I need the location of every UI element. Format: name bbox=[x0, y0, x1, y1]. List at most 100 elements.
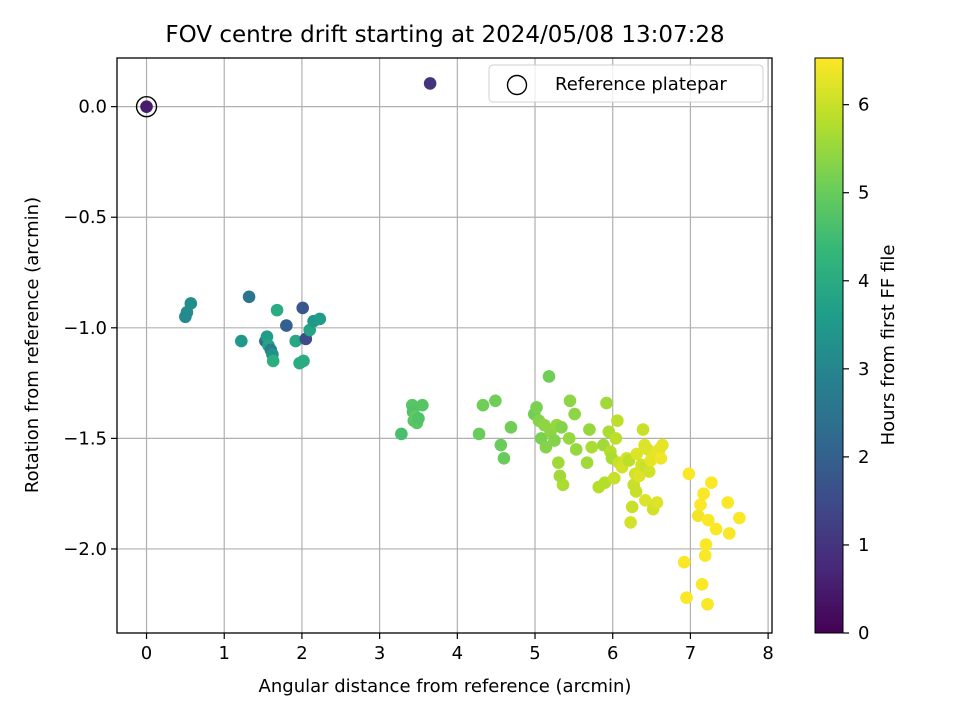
data-point bbox=[242, 290, 256, 304]
data-point bbox=[235, 334, 248, 348]
x-tick-label: 2 bbox=[296, 643, 307, 664]
data-point bbox=[722, 527, 736, 540]
colorbar bbox=[814, 57, 844, 634]
data-point bbox=[677, 555, 691, 569]
data-point bbox=[270, 303, 284, 317]
data-point bbox=[639, 494, 652, 507]
plot-frame bbox=[116, 57, 773, 634]
data-point bbox=[562, 432, 576, 445]
data-point bbox=[569, 443, 583, 456]
data-point bbox=[563, 394, 577, 408]
data-point bbox=[697, 487, 710, 500]
data-point bbox=[313, 312, 327, 326]
data-point bbox=[585, 440, 599, 454]
y-axis-ticks: 0.0 −0.5 −1.0 −1.5 −2.0 bbox=[63, 97, 117, 560]
data-point bbox=[280, 319, 293, 332]
data-point bbox=[709, 522, 723, 536]
data-point bbox=[705, 476, 718, 489]
data-point bbox=[699, 538, 713, 551]
data-points bbox=[140, 77, 746, 611]
colorbar-tick-label: 0 bbox=[858, 623, 869, 644]
data-point bbox=[542, 370, 556, 383]
data-point bbox=[416, 398, 429, 412]
data-point bbox=[632, 469, 646, 483]
legend-entry-reference: Reference platepar bbox=[555, 74, 727, 95]
data-point bbox=[733, 511, 746, 525]
data-point bbox=[656, 438, 669, 452]
data-point bbox=[289, 334, 303, 348]
data-point bbox=[624, 516, 637, 529]
data-point bbox=[556, 478, 570, 492]
data-point bbox=[266, 354, 280, 368]
data-point bbox=[630, 447, 644, 461]
legend-marker-icon bbox=[506, 74, 528, 96]
data-point bbox=[504, 421, 518, 434]
data-point bbox=[680, 591, 693, 604]
colorbar-tick-label: 3 bbox=[858, 359, 869, 380]
legend-box bbox=[488, 64, 764, 103]
data-point bbox=[555, 421, 568, 434]
data-point bbox=[412, 412, 425, 425]
data-point bbox=[611, 414, 624, 427]
data-point bbox=[629, 485, 643, 498]
data-point bbox=[721, 496, 735, 509]
colorbar-ticks: 0 1 2 3 4 5 6 bbox=[843, 95, 869, 644]
colorbar-tick-label: 6 bbox=[858, 95, 869, 116]
y-tick-label: −0.5 bbox=[63, 207, 107, 228]
data-point bbox=[636, 423, 650, 436]
data-point bbox=[568, 407, 581, 421]
x-tick-label: 6 bbox=[607, 643, 618, 664]
y-tick-label: 0.0 bbox=[78, 97, 107, 118]
data-point bbox=[497, 451, 511, 465]
data-point bbox=[694, 498, 707, 512]
data-point bbox=[642, 465, 656, 478]
y-tick-label: −1.0 bbox=[63, 318, 107, 339]
grid-lines bbox=[117, 58, 772, 633]
x-tick-label: 8 bbox=[762, 643, 773, 664]
data-point bbox=[489, 394, 502, 408]
data-point bbox=[296, 301, 309, 315]
colorbar-label: Hours from first FF file bbox=[878, 245, 899, 446]
y-tick-label: −2.0 bbox=[63, 539, 107, 560]
data-point bbox=[476, 398, 490, 412]
data-point bbox=[695, 578, 709, 591]
data-point bbox=[530, 401, 543, 414]
data-point bbox=[609, 432, 623, 445]
y-axis-label: Rotation from reference (arcmin) bbox=[22, 197, 43, 493]
data-point bbox=[650, 496, 664, 509]
data-point bbox=[654, 451, 668, 465]
data-point bbox=[423, 77, 437, 90]
data-point bbox=[691, 509, 705, 523]
colorbar-tick-label: 1 bbox=[858, 535, 869, 556]
data-point bbox=[539, 440, 553, 454]
colorbar-tick-label: 4 bbox=[858, 271, 869, 292]
data-point bbox=[395, 427, 408, 441]
data-point bbox=[701, 597, 714, 611]
data-point bbox=[552, 456, 565, 470]
data-point bbox=[583, 423, 596, 436]
x-tick-label: 7 bbox=[685, 643, 696, 664]
y-tick-label: −1.5 bbox=[63, 428, 107, 449]
data-point bbox=[297, 354, 310, 368]
data-point bbox=[682, 467, 696, 481]
data-point bbox=[701, 513, 715, 527]
data-point bbox=[472, 427, 486, 441]
data-point bbox=[598, 476, 612, 489]
x-tick-label: 5 bbox=[529, 643, 540, 664]
data-point bbox=[580, 456, 594, 470]
data-point bbox=[607, 471, 621, 485]
x-tick-label: 0 bbox=[141, 643, 152, 664]
data-point bbox=[179, 310, 192, 324]
x-tick-label: 4 bbox=[452, 643, 463, 664]
data-point bbox=[548, 434, 561, 447]
legend: Reference platepar bbox=[488, 64, 764, 103]
reference-platepar-marker bbox=[135, 95, 158, 118]
x-axis-label: Angular distance from reference (arcmin) bbox=[259, 676, 632, 697]
x-axis-ticks: 0 1 2 3 4 5 6 7 8 bbox=[141, 633, 774, 664]
colorbar-tick-label: 2 bbox=[858, 447, 869, 468]
data-point bbox=[494, 438, 508, 452]
data-point bbox=[625, 500, 639, 514]
data-point bbox=[600, 396, 613, 410]
data-point bbox=[698, 549, 712, 562]
